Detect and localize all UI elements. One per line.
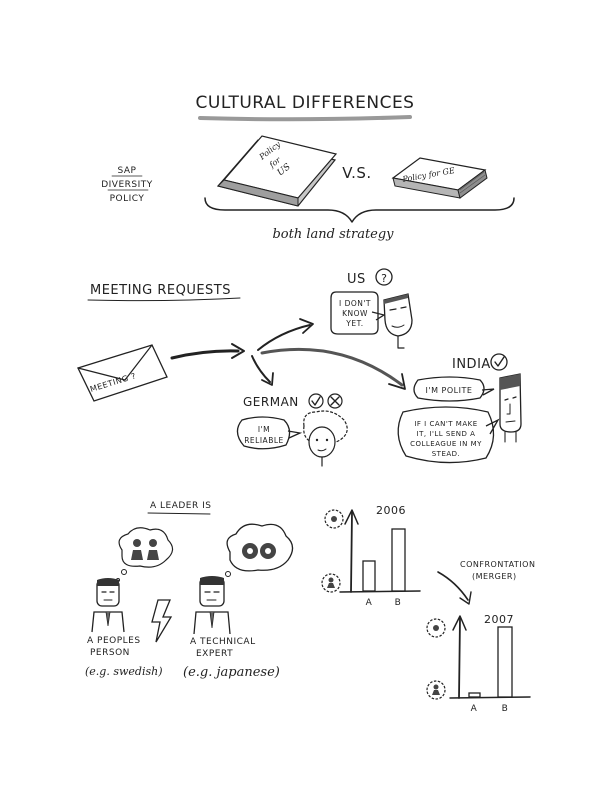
chart1-bar-b bbox=[391, 528, 406, 592]
india-bubble2-line-3: COLLEAGUE IN MY bbox=[410, 440, 482, 448]
india-label: INDIA bbox=[452, 357, 491, 372]
charts-section: A B 2006 CONFRONTATION (MERGER) A bbox=[321, 504, 535, 714]
german-speech-bubble: I'M RELIABLE bbox=[236, 416, 303, 450]
check-icon bbox=[308, 393, 324, 409]
chart1-people-icon bbox=[321, 573, 341, 593]
chart1-x-axis bbox=[339, 590, 421, 593]
title-underline bbox=[198, 115, 412, 122]
technical-example: (e.g. japanese) bbox=[183, 665, 280, 680]
chart2-bar-a bbox=[468, 692, 481, 698]
chart1-cat-b: B bbox=[395, 598, 402, 608]
envelope-icon: MEETING ? bbox=[77, 344, 168, 402]
chart2-gear-person-icon bbox=[426, 618, 446, 638]
chart2-cat-b: B bbox=[502, 704, 509, 714]
us-icon-mark: ? bbox=[381, 272, 387, 285]
cross-icon bbox=[327, 393, 343, 409]
chart2-people-icon bbox=[426, 680, 446, 700]
transition-line-2: (MERGER) bbox=[472, 572, 517, 581]
us-bubble-line-1: I DON'T bbox=[339, 299, 371, 308]
chart2-cat-a: A bbox=[471, 704, 478, 714]
chart-2006: A B 2006 bbox=[321, 504, 421, 608]
gears-thought-icon bbox=[220, 523, 294, 584]
people-person-line-2: PERSON bbox=[90, 648, 130, 658]
meeting-arrows bbox=[170, 318, 406, 390]
people-person-line-1: A PEOPLES bbox=[87, 636, 141, 646]
ge-policy-book-icon: Policy for GE bbox=[391, 157, 488, 199]
sap-label-line-3: POLICY bbox=[110, 194, 145, 204]
chart2-y-axis bbox=[458, 617, 461, 699]
us-label: US bbox=[347, 272, 366, 287]
us-speech-bubble: I DON'T KNOW YET. bbox=[330, 291, 386, 335]
transition-line-1: CONFRONTATION bbox=[460, 560, 535, 569]
india-bubble-text: I'M POLITE bbox=[426, 386, 473, 395]
versus-label: V.S. bbox=[342, 164, 371, 182]
transition-arrow bbox=[437, 571, 469, 601]
technical-expert-line-2: EXPERT bbox=[196, 649, 233, 659]
india-bubble2-line-2: IT, I'LL SEND A bbox=[417, 430, 476, 438]
chart1-cat-a: A bbox=[366, 598, 373, 608]
india-speech-bubble-2: IF I CAN'T MAKE IT, I'LL SEND A COLLEAGU… bbox=[397, 406, 500, 464]
policy-section: SAP DIVERSITY POLICY Policy for US V.S. … bbox=[101, 135, 515, 242]
chart-2007: A B 2007 bbox=[426, 613, 531, 714]
german-bubble-line-2: RELIABLE bbox=[244, 436, 284, 445]
leader-heading: A LEADER IS bbox=[150, 501, 211, 511]
title-group: CULTURAL DIFFERENCES bbox=[196, 93, 415, 122]
people-thought-icon bbox=[116, 527, 174, 582]
us-bubble-line-2: KNOW bbox=[342, 309, 368, 318]
strategy-label: both land strategy bbox=[272, 227, 394, 242]
chart2-year: 2007 bbox=[484, 613, 514, 626]
question-icon: ? bbox=[375, 268, 393, 286]
india-check-icon bbox=[490, 353, 508, 371]
people-example: (e.g. swedish) bbox=[85, 665, 162, 678]
india-speech-bubble: I'M POLITE bbox=[413, 376, 495, 402]
us-bubble-line-3: YET. bbox=[345, 319, 363, 328]
sap-label-line-2: DIVERSITY bbox=[101, 180, 153, 190]
technical-expert-line-1: A TECHNICAL bbox=[190, 637, 256, 647]
chart1-year: 2006 bbox=[376, 504, 406, 517]
india-character-icon bbox=[499, 373, 522, 443]
lightning-icon bbox=[151, 599, 173, 643]
leader-section: A LEADER IS A PEOPLES PERSON (e.g. swedi… bbox=[85, 501, 294, 680]
german-bubble-line-1: I'M bbox=[258, 425, 270, 434]
people-person-icon bbox=[91, 578, 125, 633]
chart2-bar-b bbox=[497, 626, 513, 698]
chart1-y-axis bbox=[350, 511, 353, 593]
german-label: GERMAN bbox=[243, 395, 299, 409]
chart2-x-axis bbox=[449, 696, 531, 699]
india-bubble2-line-4: STEAD. bbox=[432, 450, 461, 458]
german-character-icon bbox=[303, 410, 348, 467]
chart1-gear-person-icon bbox=[324, 509, 344, 529]
meeting-heading: MEETING REQUESTS bbox=[90, 283, 231, 298]
chart1-bar-a bbox=[362, 560, 376, 592]
us-character-icon bbox=[383, 293, 413, 349]
strategy-brace bbox=[204, 197, 515, 223]
india-bubble2-line-1: IF I CAN'T MAKE bbox=[414, 420, 477, 428]
sap-label-line-1: SAP bbox=[118, 166, 137, 176]
page-title: CULTURAL DIFFERENCES bbox=[196, 93, 415, 113]
meeting-section: MEETING REQUESTS MEETING ? US ? I DO bbox=[77, 268, 522, 467]
us-policy-book-icon: Policy for US bbox=[216, 135, 338, 207]
technical-person-icon bbox=[193, 576, 231, 635]
